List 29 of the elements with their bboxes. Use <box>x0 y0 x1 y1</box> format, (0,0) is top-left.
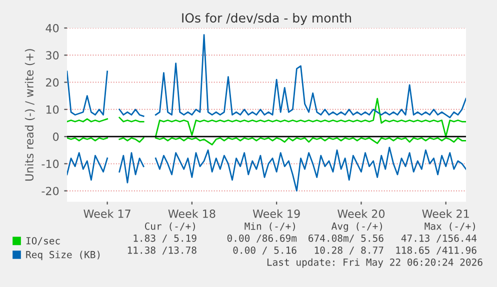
legend-label: IO/sec <box>26 237 60 246</box>
y-tick-label: 30 <box>46 51 59 60</box>
text: Max (-/+) <box>424 222 475 231</box>
text: Min (-/+) <box>244 222 295 231</box>
text: Last update: Fri May 22 06:20:24 2026 <box>267 258 482 268</box>
chart-title: IOs for /dev/sda - by month <box>182 12 351 26</box>
text: 0.00 / 5.16 <box>233 246 296 255</box>
y-axis-title: Units read (-) / write (+) <box>24 49 35 181</box>
x-tick-label: Week 18 <box>168 209 216 218</box>
text: 674.08m/ 5.56 <box>308 234 384 243</box>
x-tick-label: Week 19 <box>252 209 300 218</box>
text: 11.38 /13.78 <box>128 246 196 255</box>
text: Cur (-/+) <box>144 222 195 231</box>
text: 10.28 / 8.77 <box>314 246 384 255</box>
y-tick-label: -10 <box>42 160 59 168</box>
text: Avg (-/+) <box>332 222 382 232</box>
y-tick-label: 0 <box>53 132 59 141</box>
y-tick-label: 40 <box>46 24 59 32</box>
text: 47.13 /156.44 <box>401 234 477 243</box>
legend-label: Req Size (KB) <box>26 250 100 260</box>
y-tick-label: -20 <box>42 186 59 196</box>
x-tick-label: Week 21 <box>422 209 469 218</box>
text: 0.00 /86.69m <box>227 234 297 243</box>
y-tick-label: 10 <box>46 105 59 114</box>
x-tick-label: Week 17 <box>84 209 130 218</box>
x-tick-label: Week 20 <box>338 209 385 218</box>
y-tick-label: 20 <box>46 78 59 87</box>
text: 118.65 /411.96 <box>396 246 476 255</box>
text: 1.83 / 5.19 <box>134 234 196 243</box>
